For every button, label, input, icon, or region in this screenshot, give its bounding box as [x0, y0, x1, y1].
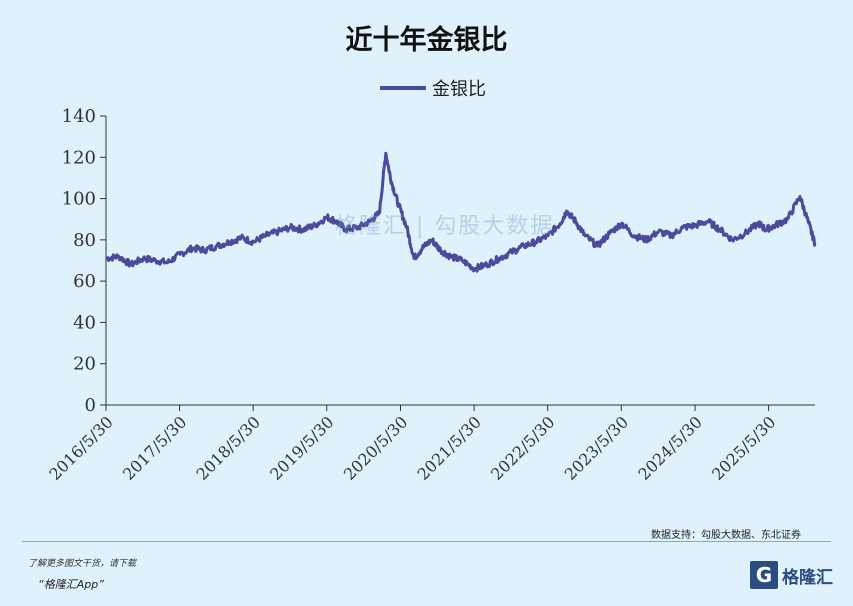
x-axis-ticks: 2016/5/30 2017/5/30 2018/5/30 2019/5/30 2020… — [45, 405, 779, 484]
data-source-note: 数据支持：勾股大数据、东北证券 — [651, 530, 801, 541]
brand-text: 格隆汇 — [782, 567, 833, 588]
x-tick-label: 2023/5/30 — [561, 412, 632, 483]
y-tick-label: 100 — [62, 189, 96, 210]
x-tick-label: 2025/5/30 — [708, 412, 779, 483]
brand-logo: G 格隆汇 — [750, 561, 833, 589]
footer-download-prompt: 了解更多图文干货，请下载 — [28, 559, 137, 569]
y-tick-label: 0 — [85, 395, 96, 416]
footer-divider — [22, 541, 831, 542]
x-tick-label: 2016/5/30 — [45, 412, 116, 483]
x-tick-label: 2021/5/30 — [413, 412, 484, 483]
x-tick-label: 2018/5/30 — [193, 412, 264, 483]
brand-g-icon: G — [750, 561, 778, 589]
legend-label: 金银比 — [432, 79, 486, 100]
x-tick-label: 2020/5/30 — [340, 412, 411, 483]
y-tick-label: 60 — [73, 271, 96, 292]
watermark: 格隆汇 | 勾股大数据 — [335, 214, 555, 239]
x-tick-label: 2022/5/30 — [487, 412, 558, 483]
x-tick-label: 2017/5/30 — [119, 412, 190, 483]
y-tick-label: 80 — [73, 230, 96, 251]
footer-app-name: “格隆汇App” — [38, 578, 104, 591]
y-axis-ticks: 0 20 40 60 80 100 120 140 — [62, 106, 106, 416]
x-tick-label: 2024/5/30 — [634, 412, 705, 483]
chart-legend: 金银比 — [380, 76, 486, 100]
series-line-gold-silver-ratio — [105, 151, 817, 273]
y-tick-label: 40 — [73, 312, 96, 333]
chart-title: 近十年金银比 — [345, 25, 508, 56]
y-tick-label: 20 — [73, 354, 96, 375]
axes — [105, 116, 815, 406]
legend-swatch — [380, 86, 426, 90]
y-tick-label: 140 — [62, 106, 96, 127]
x-tick-label: 2019/5/30 — [266, 412, 337, 483]
y-tick-label: 120 — [62, 147, 96, 168]
